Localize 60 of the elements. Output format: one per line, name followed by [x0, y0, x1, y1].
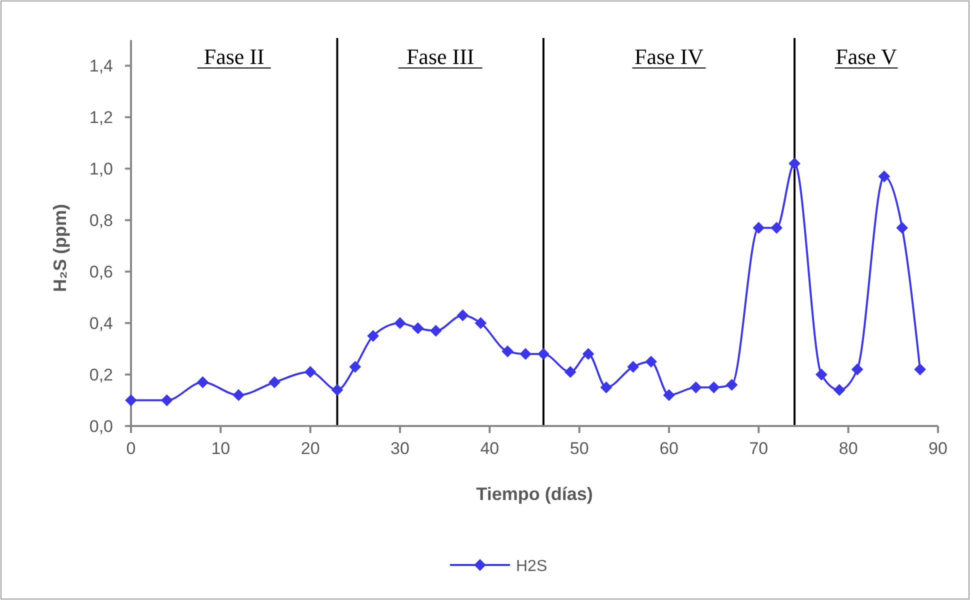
point [125, 394, 137, 406]
legend-label: H2S [516, 558, 548, 575]
x-tick-label: 80 [838, 439, 858, 458]
x-tick-label: 20 [300, 439, 320, 458]
point [430, 324, 442, 337]
y-tick-label: 0,8 [89, 211, 113, 230]
point [752, 222, 765, 234]
point [815, 368, 828, 380]
y-tick-label: 0,6 [89, 262, 113, 282]
point [582, 348, 594, 360]
point [788, 158, 800, 170]
point [474, 317, 487, 330]
x-axis-title: Tiempo (días) [476, 484, 593, 504]
x-tick-label: 40 [480, 439, 500, 458]
y-tick-label: 1,4 [89, 56, 113, 76]
x-tick-label: 30 [390, 439, 410, 458]
point [878, 170, 890, 182]
point [564, 366, 576, 378]
x-tick-label: 10 [211, 439, 230, 458]
point [268, 376, 280, 388]
y-tick-label: 1,2 [89, 108, 113, 128]
point [456, 309, 469, 322]
x-tick-label: 0 [126, 439, 136, 458]
point [690, 381, 702, 394]
point [833, 384, 846, 396]
y-tick-label: 0,0 [89, 417, 113, 436]
point [851, 363, 864, 376]
x-tick-label: 70 [749, 439, 768, 458]
point [160, 394, 173, 406]
point [914, 363, 926, 376]
point [726, 378, 738, 391]
y-tick-label: 0,2 [89, 366, 113, 385]
y-tick-label: 0,4 [89, 314, 113, 334]
point [394, 317, 406, 330]
point [645, 356, 658, 368]
annotation: Fase III [406, 44, 474, 69]
point [770, 222, 783, 234]
y-axis-title: H₂S (ppm) [50, 204, 70, 292]
x-tick-label: 60 [660, 439, 678, 458]
point [708, 381, 720, 394]
point [538, 348, 550, 360]
point [196, 376, 209, 388]
point [600, 381, 612, 394]
point [367, 330, 380, 342]
y-tick-label: 1,0 [89, 160, 113, 179]
annotation: Fase V [836, 44, 898, 69]
point [896, 222, 908, 234]
point [502, 345, 514, 358]
point [627, 360, 640, 373]
x-tick-label: 50 [570, 439, 589, 458]
point [663, 389, 675, 402]
annotation: Fase IV [634, 44, 704, 69]
point [520, 348, 532, 360]
point [304, 366, 316, 378]
point [412, 322, 424, 334]
point [349, 360, 362, 373]
annotation: Fase II [204, 44, 264, 69]
x-tick-label: 90 [928, 439, 948, 458]
point [331, 384, 344, 396]
point [232, 389, 245, 402]
